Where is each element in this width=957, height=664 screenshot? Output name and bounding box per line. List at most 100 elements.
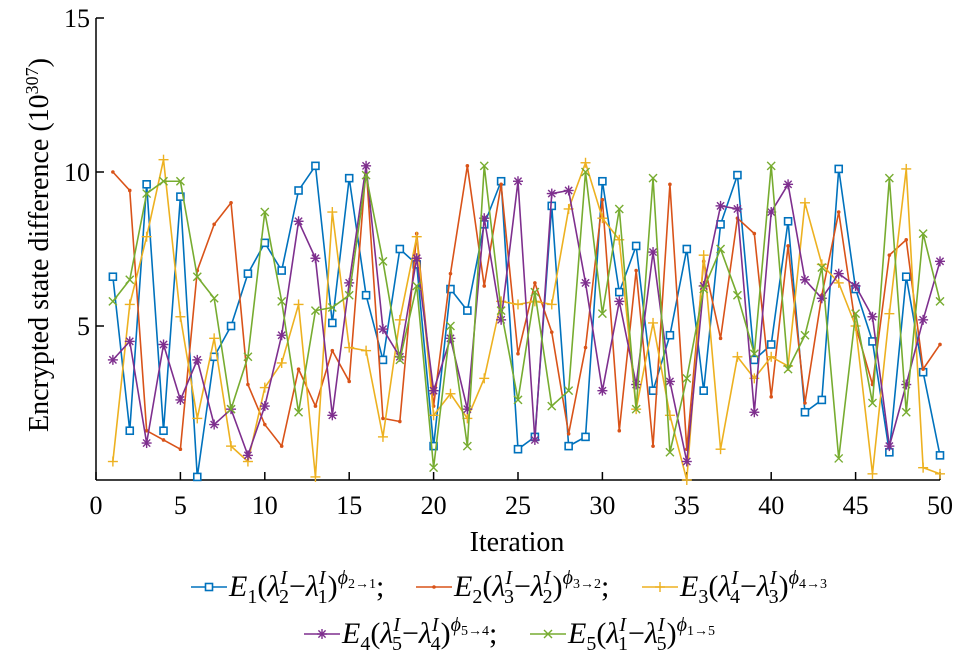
data-point	[766, 340, 776, 349]
data-point	[327, 207, 338, 218]
data-point	[428, 410, 439, 421]
data-point	[108, 296, 118, 306]
data-point	[634, 268, 638, 273]
data-point	[107, 354, 118, 365]
x-tick-label: 0	[90, 491, 103, 520]
data-point	[428, 385, 439, 396]
data-point	[226, 321, 236, 331]
data-point	[651, 444, 655, 448]
data-point	[242, 450, 253, 461]
data-point	[260, 238, 270, 248]
data-point	[783, 364, 793, 374]
data-point	[347, 379, 352, 384]
data-point	[513, 444, 523, 454]
data-point	[246, 382, 250, 387]
data-point	[799, 197, 810, 208]
data-point	[259, 382, 270, 393]
data-point	[462, 404, 473, 415]
data-point	[516, 351, 520, 356]
x-tick-label: 30	[589, 491, 615, 520]
data-point	[938, 342, 942, 347]
data-point	[681, 456, 692, 467]
data-point	[263, 422, 267, 427]
data-point	[294, 186, 303, 195]
data-point	[175, 176, 185, 186]
data-point	[294, 407, 304, 417]
legend-swatch-marker	[543, 629, 553, 639]
x-tick-label: 15	[336, 491, 362, 520]
data-point	[411, 231, 422, 242]
data-point	[445, 388, 456, 399]
data-point	[229, 201, 233, 205]
data-point	[395, 244, 405, 254]
data-point	[598, 176, 607, 186]
legend-entry-E4: E4(λI 5−λI 4)ϕ5→4;	[304, 614, 497, 655]
data-point	[158, 154, 169, 165]
data-point	[260, 207, 270, 217]
data-point	[377, 431, 388, 442]
data-point	[192, 472, 202, 482]
data-point	[850, 321, 861, 331]
data-point	[617, 428, 622, 433]
data-point	[448, 271, 453, 276]
data-point	[664, 376, 675, 387]
data-point	[800, 407, 810, 417]
data-point	[293, 216, 304, 227]
data-point	[533, 281, 537, 285]
data-point	[581, 432, 590, 442]
data-point	[935, 256, 945, 267]
data-point	[412, 281, 422, 291]
data-point	[479, 161, 489, 171]
legend-label: E1(λI 2−λI 1)ϕ2→1;	[228, 567, 384, 608]
data-point	[580, 277, 591, 288]
legend-swatch-marker	[432, 585, 436, 589]
data-point	[547, 401, 557, 411]
legend: E1(λI 2−λI 1)ϕ2→1; E2(λI 3−λI 2)ϕ3→2; E3(λI 4−λ…	[191, 567, 827, 655]
legend-label: E2(λI 3−λI 2)ϕ3→2;	[453, 567, 609, 608]
data-point	[159, 176, 169, 186]
data-point	[125, 426, 135, 436]
legend-label: E3(λI 4−λI 3)ϕ4→3	[679, 567, 827, 608]
legend-entry-E3: E3(λI 4−λI 3)ϕ4→3	[642, 567, 827, 608]
data-point	[581, 167, 591, 177]
y-tick-label: 10	[64, 158, 90, 187]
data-point	[867, 311, 878, 322]
data-point	[563, 185, 574, 196]
data-point	[564, 386, 574, 396]
data-point	[344, 173, 354, 183]
data-point	[209, 333, 220, 344]
data-point	[398, 419, 402, 424]
x-tick-label: 25	[505, 491, 531, 520]
legend-label: E4(λI 5−λI 4)ϕ5→4;	[341, 614, 497, 655]
data-point	[310, 471, 321, 482]
data-point	[546, 188, 557, 199]
data-point	[463, 306, 472, 315]
data-point	[699, 386, 708, 395]
data-point	[732, 203, 743, 214]
y-tick-label: 15	[64, 4, 90, 33]
x-tick-label: 5	[174, 491, 187, 520]
data-point	[344, 290, 354, 300]
data-point	[279, 444, 284, 448]
data-point	[799, 274, 810, 285]
data-point	[614, 296, 625, 307]
x-ticks: 0 5 10 15 20 25 30 35 40 45 50	[90, 472, 953, 520]
series-line	[112, 165, 941, 469]
data-point	[715, 200, 726, 211]
data-point	[142, 180, 151, 189]
data-point	[918, 229, 928, 239]
data-point	[243, 269, 253, 278]
data-point	[566, 432, 571, 436]
data-point	[361, 160, 372, 171]
data-point	[529, 434, 540, 445]
data-point	[327, 410, 338, 421]
data-point	[597, 385, 608, 396]
data-point	[901, 272, 911, 282]
data-point	[311, 161, 320, 171]
legend-entry-E1: E1(λI 2−λI 1)ϕ2→1;	[191, 567, 384, 608]
y-axis-title-close: )	[24, 58, 55, 67]
data-point	[243, 352, 253, 362]
data-point	[769, 395, 773, 399]
data-point	[904, 237, 909, 242]
series-E5	[108, 161, 945, 473]
